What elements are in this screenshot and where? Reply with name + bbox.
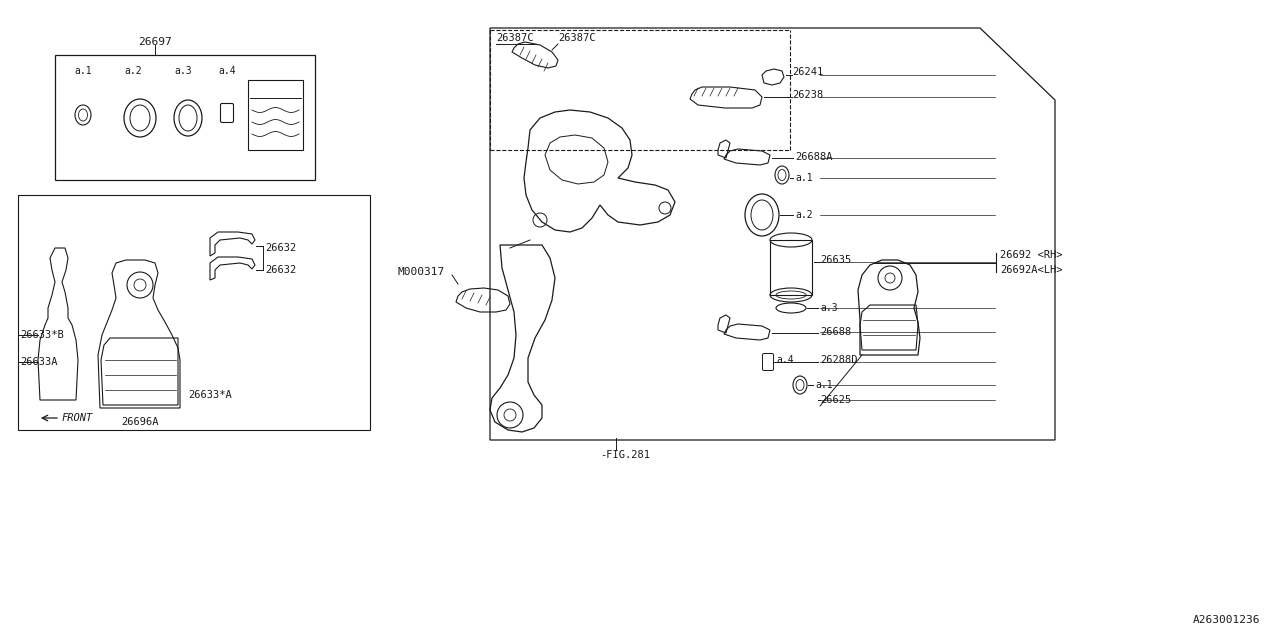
Text: a.1: a.1 xyxy=(74,66,92,76)
Text: FRONT: FRONT xyxy=(61,413,93,423)
Text: 26238: 26238 xyxy=(792,90,823,100)
Bar xyxy=(55,55,315,180)
Text: 26625: 26625 xyxy=(820,395,851,405)
Text: 26692A<LH>: 26692A<LH> xyxy=(1000,265,1062,275)
Text: 26632: 26632 xyxy=(265,243,296,253)
Bar xyxy=(18,195,370,430)
Text: 26633*B: 26633*B xyxy=(20,330,64,340)
Text: 26696A: 26696A xyxy=(122,417,159,427)
Text: 26697: 26697 xyxy=(138,37,172,47)
Text: M000317: M000317 xyxy=(398,267,445,277)
Text: 26635: 26635 xyxy=(820,255,851,265)
Text: a.2: a.2 xyxy=(124,66,142,76)
Text: a.2: a.2 xyxy=(795,210,813,220)
Text: 26387C: 26387C xyxy=(497,33,534,43)
Text: 26288D: 26288D xyxy=(820,355,858,365)
Text: 26688: 26688 xyxy=(820,327,851,337)
Bar xyxy=(248,80,303,150)
Text: 26688A: 26688A xyxy=(795,152,832,162)
Text: 26387C: 26387C xyxy=(558,33,595,43)
Text: A263001236: A263001236 xyxy=(1193,615,1260,625)
Text: a.4: a.4 xyxy=(218,66,236,76)
Text: a.4: a.4 xyxy=(776,355,794,365)
Text: a.3: a.3 xyxy=(820,303,837,313)
Text: 26633A: 26633A xyxy=(20,357,58,367)
Text: 26241: 26241 xyxy=(792,67,823,77)
Text: 26633*A: 26633*A xyxy=(188,390,232,400)
Text: a.1: a.1 xyxy=(795,173,813,183)
Text: 26692 <RH>: 26692 <RH> xyxy=(1000,250,1062,260)
Text: -FIG.281: -FIG.281 xyxy=(600,450,650,460)
Text: 26632: 26632 xyxy=(265,265,296,275)
Bar xyxy=(771,240,812,295)
Text: a.3: a.3 xyxy=(174,66,192,76)
Text: a.1: a.1 xyxy=(815,380,832,390)
